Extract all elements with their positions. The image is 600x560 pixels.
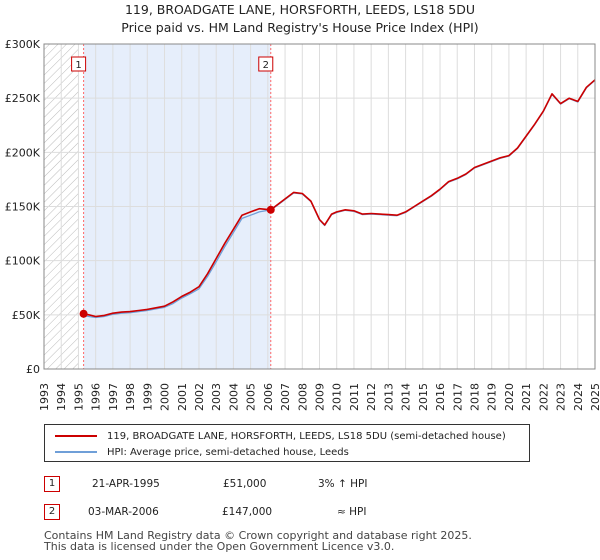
y-tick-label: £200K xyxy=(5,146,41,159)
y-tick-label: £300K xyxy=(5,38,41,51)
transaction-row: 2 03-MAR-2006 £147,000 ≈ HPI xyxy=(0,504,600,522)
legend-item-hpi: HPI: Average price, semi-detached house,… xyxy=(55,445,349,459)
legend-label-hpi: HPI: Average price, semi-detached house,… xyxy=(107,446,349,458)
transaction-hpi-comparison: 3% ↑ HPI xyxy=(318,478,368,490)
chart-subtitle: Price paid vs. HM Land Registry's House … xyxy=(121,20,479,35)
y-tick-label: £250K xyxy=(5,92,41,105)
x-tick-label: 2025 xyxy=(589,383,600,411)
x-tick-label: 2000 xyxy=(159,383,172,411)
x-tick-label: 1995 xyxy=(72,383,85,411)
price-chart: £0 £50K £100K £150K £200K £250K £300K 1993 1994 1… xyxy=(5,38,600,411)
sale-point xyxy=(79,309,88,318)
transaction-hpi-comparison: ≈ HPI xyxy=(337,506,367,518)
x-tick-label: 1998 xyxy=(124,383,137,411)
x-tick-label: 2003 xyxy=(210,383,223,411)
x-tick-label: 2011 xyxy=(348,383,361,411)
legend-label-property: 119, BROADGATE LANE, HORSFORTH, LEEDS, L… xyxy=(107,430,506,442)
x-tick-label: 1993 xyxy=(38,383,51,411)
sale-number-box xyxy=(71,56,87,72)
x-tick-label: 2015 xyxy=(417,383,430,411)
x-tick-label: 2013 xyxy=(382,383,395,411)
x-tick-label: 2022 xyxy=(537,383,550,411)
sale-point xyxy=(266,205,275,214)
x-tick-label: 2005 xyxy=(245,383,258,411)
transaction-row: 1 21-APR-1995 £51,000 3% ↑ HPI xyxy=(0,476,600,494)
transaction-number: 2 xyxy=(44,504,60,520)
x-tick-label: 2016 xyxy=(434,383,447,411)
x-tick-label: 2014 xyxy=(400,383,413,411)
x-tick-label: 1994 xyxy=(55,383,68,411)
legend: 119, BROADGATE LANE, HORSFORTH, LEEDS, L… xyxy=(44,424,530,462)
footer-copyright: Contains HM Land Registry data © Crown c… xyxy=(44,529,472,542)
x-tick-label: 1999 xyxy=(141,383,154,411)
x-tick-label: 2012 xyxy=(365,383,378,411)
x-tick-label: 2019 xyxy=(486,383,499,411)
sale-number-label: 2 xyxy=(263,60,269,71)
x-tick-label: 1996 xyxy=(90,383,103,411)
x-tick-label: 2006 xyxy=(262,383,275,411)
chart-title: 119, BROADGATE LANE, HORSFORTH, LEEDS, L… xyxy=(124,2,476,17)
sale-number-label: 1 xyxy=(75,60,81,71)
footer-license: This data is licensed under the Open Gov… xyxy=(44,540,395,553)
x-tick-label: 2024 xyxy=(572,383,585,411)
x-tick-label: 2007 xyxy=(279,383,292,411)
footer: Contains HM Land Registry data © Crown c… xyxy=(44,530,472,552)
x-tick-label: 2001 xyxy=(176,383,189,411)
sale-number-box xyxy=(258,56,274,72)
x-tick-label: 2002 xyxy=(193,383,206,411)
x-tick-label: 2020 xyxy=(503,383,516,411)
y-tick-label: £150K xyxy=(5,201,41,214)
legend-swatch-property xyxy=(55,435,97,437)
x-tick-label: 2018 xyxy=(468,383,481,411)
x-tick-label: 2010 xyxy=(331,383,344,411)
x-tick-label: 1997 xyxy=(107,383,120,411)
x-tick-label: 2008 xyxy=(296,383,309,411)
transaction-price: £147,000 xyxy=(222,506,273,518)
transaction-number: 1 xyxy=(44,476,60,492)
y-tick-label: £0 xyxy=(26,363,40,376)
plot-frame xyxy=(43,43,596,370)
property-price-line xyxy=(83,79,596,318)
transaction-date: 21-APR-1995 xyxy=(92,478,160,490)
x-tick-label: 2017 xyxy=(451,383,464,411)
legend-item-property: 119, BROADGATE LANE, HORSFORTH, LEEDS, L… xyxy=(55,429,506,443)
y-tick-label: £50K xyxy=(12,309,41,322)
legend-swatch-hpi xyxy=(55,451,97,453)
y-tick-label: £100K xyxy=(5,255,41,268)
transaction-date: 03-MAR-2006 xyxy=(88,506,159,518)
transaction-price: £51,000 xyxy=(223,478,267,490)
x-tick-label: 2004 xyxy=(227,383,240,411)
x-tick-label: 2023 xyxy=(555,383,568,411)
x-tick-label: 2009 xyxy=(314,383,327,411)
x-tick-label: 2021 xyxy=(520,383,533,411)
